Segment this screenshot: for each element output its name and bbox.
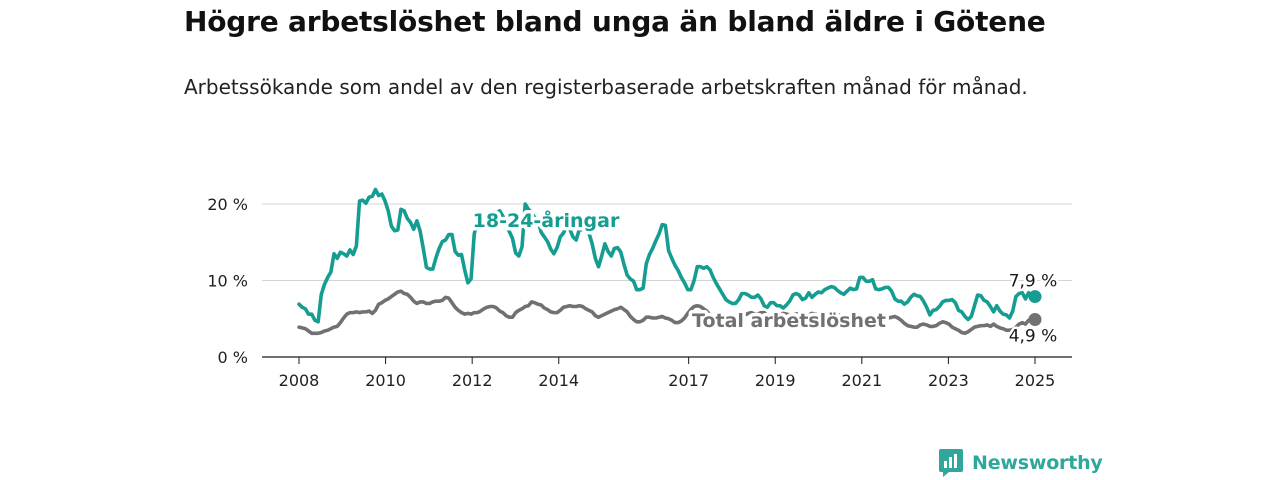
- x-tick-label: 2012: [452, 371, 493, 390]
- end-value-label-halo: 7,9 %: [1009, 272, 1058, 292]
- total-end-marker: [1028, 313, 1042, 327]
- x-axis: 2008 2010 2012 2014 2017 2019 2021 2023 2025: [279, 357, 1056, 390]
- page-title: Högre arbetslöshet bland unga än bland ä…: [184, 5, 1046, 38]
- y-tick-label: 0 %: [218, 348, 248, 367]
- x-tick-label: 2025: [1015, 371, 1056, 390]
- youth-end-marker: [1028, 290, 1042, 304]
- y-axis-tick-labels: 0 % 10 % 20 %: [207, 195, 248, 367]
- gridlines: [262, 203, 1072, 358]
- youth-end-value-label: 7,9 %: [1009, 272, 1058, 292]
- x-tick-label: 2014: [538, 371, 579, 390]
- x-tick-label: 2017: [668, 371, 709, 390]
- total-series-label: Total arbetslöshet: [692, 310, 886, 332]
- x-tick-label: 2021: [841, 371, 882, 390]
- line-chart: 0 % 10 % 20 % 2008 2010 2012 2014 2017 2019 2021…: [207, 187, 1072, 390]
- youth-series-line: [297, 187, 1037, 324]
- x-tick-label: 2008: [279, 371, 320, 390]
- x-tick-label: 2010: [365, 371, 406, 390]
- y-tick-label: 20 %: [207, 195, 248, 214]
- brand-name: Newsworthy: [972, 452, 1103, 474]
- y-tick-label: 10 %: [207, 272, 248, 291]
- newsworthy-logo[interactable]: Newsworthy: [938, 448, 1103, 478]
- youth-series-label: 18-24-åringar: [473, 208, 620, 232]
- youth-series-label-halo: 18-24-åringar: [473, 208, 620, 232]
- total-series-line: [297, 289, 1037, 336]
- chart-subtitle: Arbetssökande som andel av den registerb…: [184, 75, 1028, 99]
- series-lines: [297, 187, 1042, 336]
- total-end-value-label: 4,9 %: [1009, 327, 1058, 347]
- total-series-label-halo: Total arbetslöshet: [692, 310, 886, 332]
- x-tick-label: 2023: [928, 371, 969, 390]
- end-value-label-halo: 4,9 %: [1009, 327, 1058, 347]
- x-tick-label: 2019: [755, 371, 796, 390]
- bar-chart-icon: [939, 449, 963, 477]
